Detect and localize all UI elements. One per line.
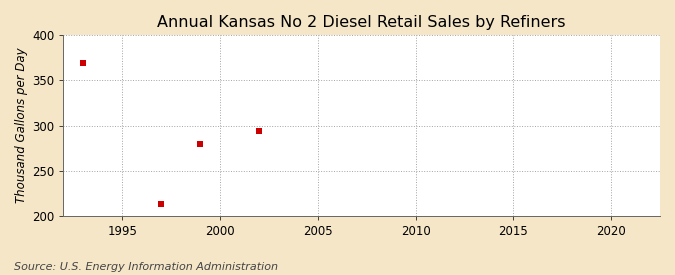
Y-axis label: Thousand Gallons per Day: Thousand Gallons per Day bbox=[15, 48, 28, 204]
Point bbox=[195, 142, 206, 146]
Point bbox=[254, 129, 265, 133]
Point bbox=[78, 61, 88, 65]
Point bbox=[156, 202, 167, 207]
Title: Annual Kansas No 2 Diesel Retail Sales by Refiners: Annual Kansas No 2 Diesel Retail Sales b… bbox=[157, 15, 566, 30]
Text: Source: U.S. Energy Information Administration: Source: U.S. Energy Information Administ… bbox=[14, 262, 277, 272]
